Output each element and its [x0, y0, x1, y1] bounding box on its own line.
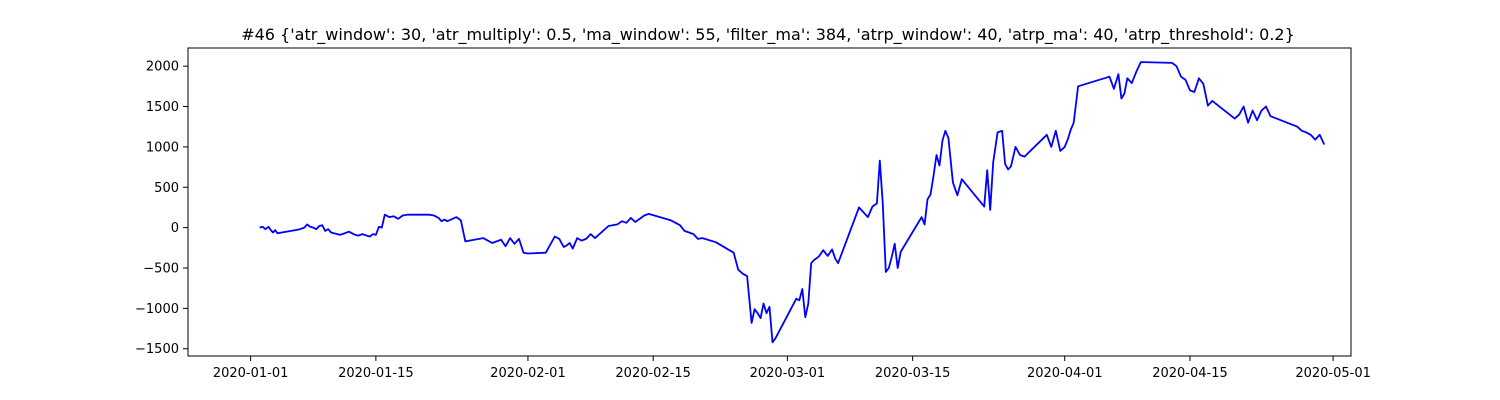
- y-tick-label: 2000: [146, 60, 179, 75]
- x-tick-label: 2020-02-15: [615, 366, 691, 381]
- y-tick-label: −1500: [135, 342, 179, 357]
- chart-title: #46 {'atr_window': 30, 'atr_multiply': 0…: [241, 25, 1295, 45]
- x-tick-label: 2020-02-01: [490, 366, 566, 381]
- x-tick-label: 2020-01-15: [338, 366, 414, 381]
- y-tick-label: 1000: [146, 140, 179, 155]
- y-tick-label: 1500: [146, 100, 179, 115]
- x-tick-label: 2020-04-01: [1027, 366, 1103, 381]
- x-tick-label: 2020-05-01: [1295, 366, 1371, 381]
- x-tick-label: 2020-01-01: [213, 366, 289, 381]
- y-tick-label: −1000: [135, 302, 179, 317]
- x-tick-label: 2020-03-01: [750, 366, 826, 381]
- x-axis: 2020-01-01 2020-01-15 2020-02-01 2020-02-15…: [213, 356, 1371, 381]
- y-tick-label: −500: [143, 262, 179, 277]
- series-line-0: [259, 61, 1326, 344]
- y-tick-label: 500: [154, 181, 179, 196]
- plot-area: [259, 61, 1326, 344]
- y-axis: −1500 −1000 −500 0 500 1000 1500 2000: [135, 60, 188, 357]
- y-tick-label: 0: [171, 221, 179, 236]
- plot-frame: [187, 47, 1352, 357]
- x-tick-label: 2020-04-15: [1152, 366, 1228, 381]
- x-tick-label: 2020-03-15: [875, 366, 951, 381]
